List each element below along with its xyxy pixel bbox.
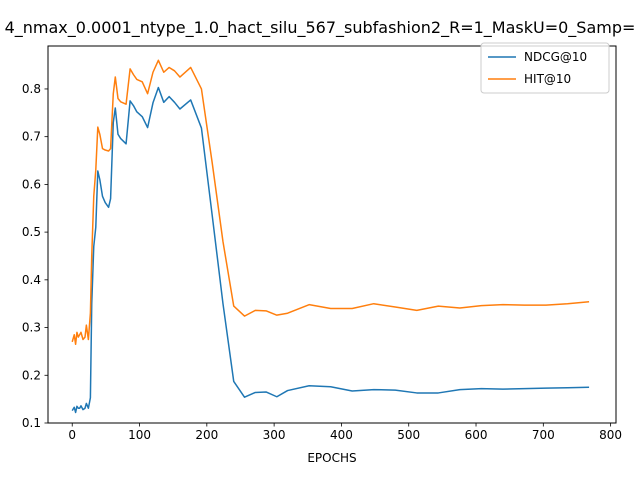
legend-box — [480, 42, 610, 94]
y-tick-label: 0.7 — [22, 130, 41, 144]
x-tick-label: 400 — [330, 428, 353, 442]
y-tick-label: 0.1 — [22, 416, 41, 430]
legend-label-0: NDCG@10 — [524, 50, 587, 64]
x-tick-label: 300 — [263, 428, 286, 442]
y-tick-label: 0.8 — [22, 82, 41, 96]
y-tick-label: 0.4 — [22, 273, 41, 287]
x-tick-label: 700 — [532, 428, 555, 442]
legend: NDCG@10 HIT@10 — [480, 42, 610, 94]
x-tick-label: 200 — [195, 428, 218, 442]
x-axis-label: EPOCHS — [307, 451, 356, 465]
y-tick-label: 0.2 — [22, 368, 41, 382]
chart-title: 4_nmax_0.0001_ntype_1.0_hact_silu_567_su… — [5, 18, 636, 38]
x-axis-ticks: 0 100 200 300 400 500 600 700 800 — [68, 423, 622, 442]
series-line-1 — [71, 59, 590, 346]
y-tick-label: 0.5 — [22, 225, 41, 239]
y-tick-label: 0.6 — [22, 177, 41, 191]
y-tick-label: 0.3 — [22, 321, 41, 335]
x-tick-label: 100 — [128, 428, 151, 442]
series-line-0 — [71, 86, 590, 414]
plot-lines — [71, 59, 590, 414]
x-tick-label: 600 — [465, 428, 488, 442]
y-axis-ticks: 0.1 0.2 0.3 0.4 0.5 0.6 0.7 0.8 — [22, 82, 48, 430]
x-tick-label: 800 — [599, 428, 622, 442]
x-tick-label: 0 — [68, 428, 76, 442]
legend-label-1: HIT@10 — [524, 72, 571, 86]
axes-frame — [47, 45, 617, 424]
x-tick-label: 500 — [397, 428, 420, 442]
